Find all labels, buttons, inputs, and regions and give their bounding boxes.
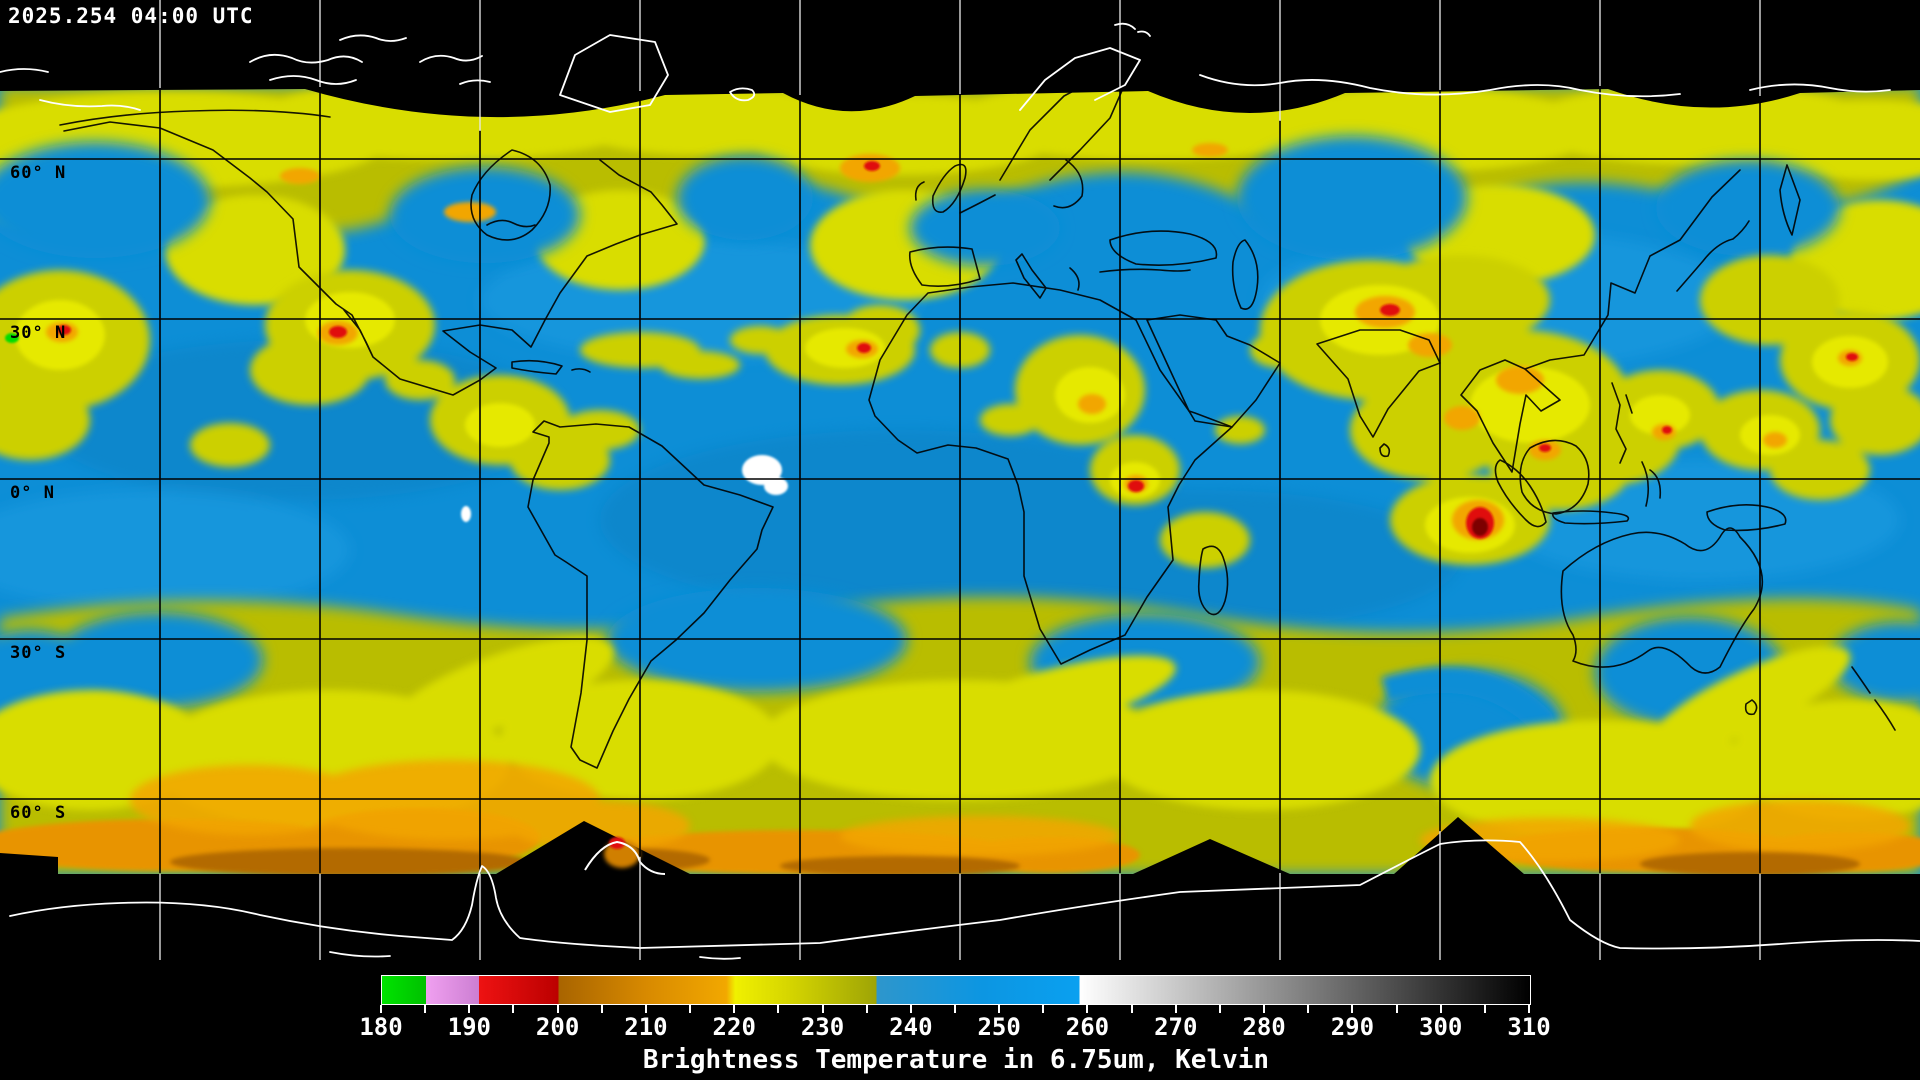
colorbar-tick	[1130, 1005, 1133, 1013]
colorbar-tick-label: 280	[1242, 1013, 1286, 1041]
colorbar-tick	[777, 1005, 780, 1013]
world-map	[0, 0, 1920, 960]
colorbar-tick	[1174, 1005, 1177, 1013]
white-cloud-blobs	[461, 455, 788, 522]
colorbar-tick	[1218, 1005, 1221, 1013]
colorbar-tick	[424, 1005, 427, 1013]
coldest-green-speck	[5, 333, 19, 343]
colorbar-tick-label: 210	[624, 1013, 668, 1041]
grid-lines-on-void	[159, 0, 1761, 960]
timestamp: 2025.254 04:00 UTC	[8, 4, 254, 28]
cold-cloud-tops-orange	[46, 143, 1862, 540]
latitude-label-30s: 30° S	[10, 643, 67, 663]
colorbar-tick	[512, 1005, 515, 1013]
colorbar-tick-label: 300	[1419, 1013, 1463, 1041]
colorbar-tick	[1395, 1005, 1398, 1013]
graticule	[0, 0, 1920, 960]
colorbar-tick	[1439, 1005, 1442, 1013]
colorbar	[381, 975, 1531, 1005]
colorbar-tick-label: 200	[535, 1013, 580, 1041]
colorbar-title: Brightness Temperature in 6.75um, Kelvin	[642, 1045, 1270, 1075]
colorbar-tick	[1263, 1005, 1266, 1013]
colorbar-tick	[1042, 1005, 1045, 1013]
coastlines-on-void	[0, 22, 1920, 960]
colorbar-tick	[998, 1005, 1001, 1013]
latitude-label-0n: 0° N	[10, 483, 55, 503]
antarctic-peninsula	[584, 837, 666, 875]
colorbar-tick	[909, 1005, 912, 1013]
colorbar-tick	[865, 1005, 868, 1013]
colorbar-tick	[1483, 1005, 1486, 1013]
colorbar-tick	[1528, 1005, 1530, 1013]
colorbar-tick	[380, 1005, 382, 1013]
world-map-canvas	[0, 0, 1920, 960]
colorbar-tick	[954, 1005, 956, 1013]
colorbar-tick-label: 190	[447, 1013, 491, 1041]
colorbar-tick-label: 290	[1330, 1013, 1375, 1041]
coastlines-on-data	[59, 86, 1896, 769]
colorbar-tick	[1351, 1005, 1354, 1013]
grid-lines-on-data	[0, 87, 1920, 873]
latitude-label-30n: 30° N	[10, 323, 67, 343]
latitude-label-60s: 60° S	[10, 803, 67, 823]
colorbar-tick	[689, 1005, 692, 1013]
colorbar-tick-label: 220	[712, 1013, 756, 1041]
colorbar-tick	[1086, 1005, 1089, 1013]
colorbar-tick	[556, 1005, 559, 1013]
colorbar-tick	[600, 1005, 603, 1013]
colorbar-tick-label: 250	[977, 1013, 1021, 1041]
colorbar-tick	[821, 1005, 824, 1013]
colorbar-tick-label: 260	[1065, 1013, 1110, 1041]
colorbar-tick	[733, 1005, 736, 1013]
colorbar-tick	[1307, 1005, 1310, 1013]
colorbar-tick-label: 270	[1154, 1013, 1198, 1041]
colorbar-tick-label: 180	[359, 1013, 403, 1041]
extreme-cold-core	[1472, 518, 1488, 536]
colorbar-tick-label: 240	[889, 1013, 933, 1041]
colorbar-tick-label: 230	[800, 1013, 845, 1041]
latitude-label-60n: 60° N	[10, 163, 67, 183]
colorbar-tick-label: 310	[1507, 1013, 1551, 1041]
colorbar-tick	[468, 1005, 471, 1013]
colorbar-tick	[644, 1005, 647, 1013]
